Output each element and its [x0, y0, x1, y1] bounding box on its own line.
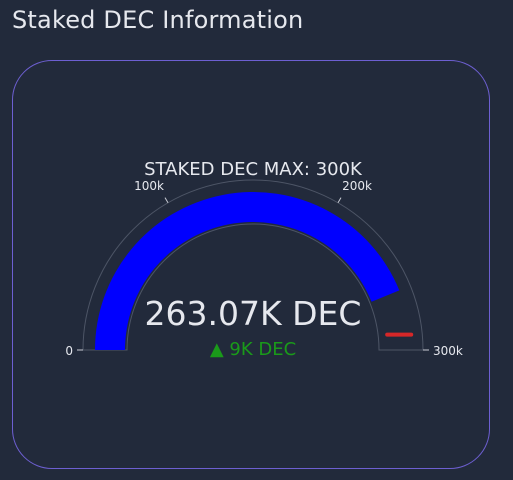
- gauge-title: STAKED DEC MAX: 300K: [144, 159, 363, 180]
- gauge-tick: [164, 197, 169, 204]
- gauge-tick-label: 0: [65, 344, 73, 358]
- gauge-tick-label: 300k: [433, 344, 463, 358]
- page-title: Staked DEC Information: [12, 6, 304, 34]
- gauge-value: 263.07K DEC: [145, 294, 362, 333]
- gauge-delta: ▲ 9K DEC: [210, 339, 296, 360]
- gauge-value-bar: [95, 192, 400, 350]
- gauge-axis-frame: [82, 179, 424, 351]
- gauge-tick-label: 100k: [134, 179, 164, 193]
- gauge-tick-label: 200k: [342, 179, 372, 193]
- staked-dec-card: [12, 60, 490, 469]
- gauge-tick: [337, 197, 342, 204]
